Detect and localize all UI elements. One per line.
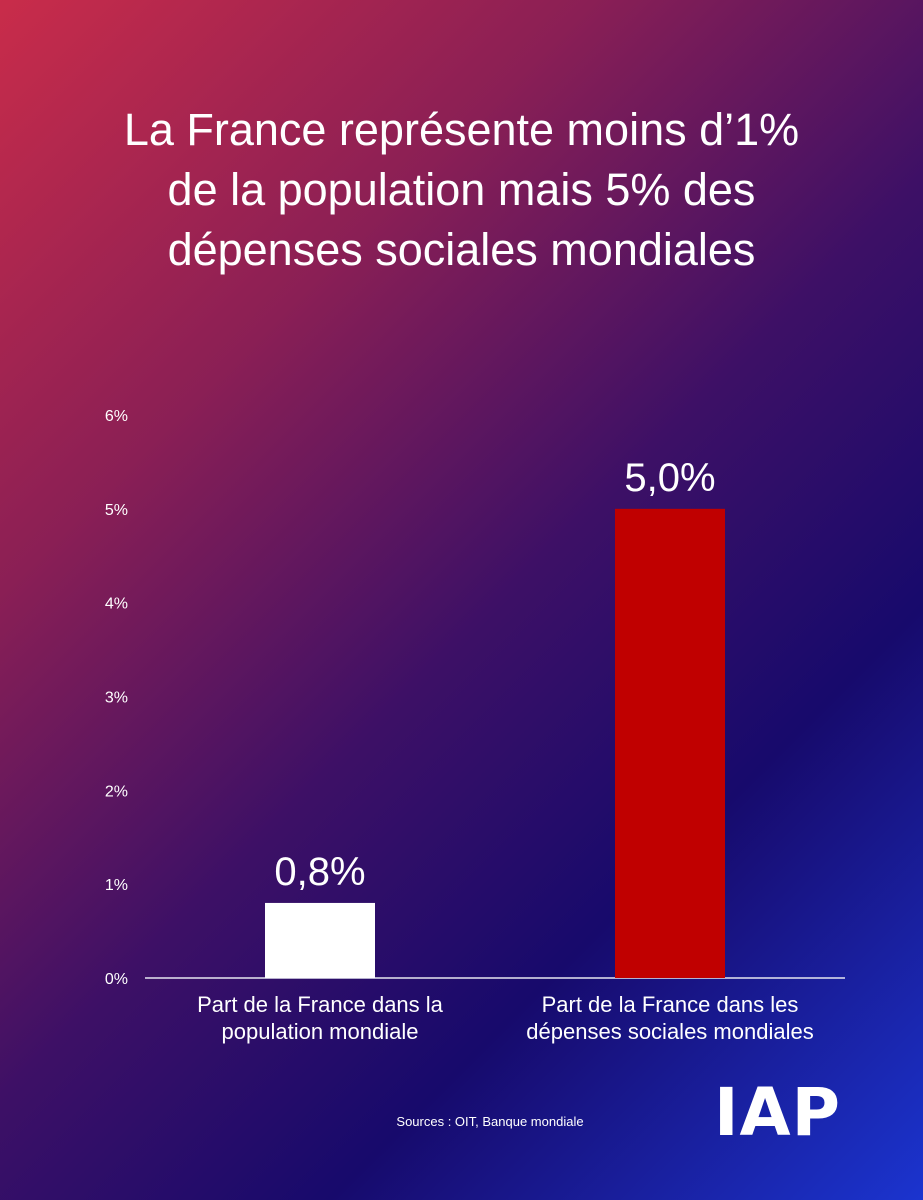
y-tick-label: 4%	[105, 596, 128, 613]
bar-chart: 0% 1% 2% 3% 4% 5% 6% 0,8% Part de la France dans…	[105, 408, 845, 1044]
source-note: Sources : OIT, Banque mondiale	[396, 1114, 584, 1129]
title-line-3: dépenses sociales mondiales	[167, 224, 756, 275]
y-tick-label: 0%	[105, 971, 128, 988]
y-tick-label: 1%	[105, 877, 128, 894]
category-label: Part de la France dans les	[542, 992, 799, 1017]
y-tick-label: 2%	[105, 783, 128, 800]
category-label: Part de la France dans la	[197, 992, 444, 1017]
bar	[615, 508, 725, 978]
bar	[265, 902, 375, 978]
chart-title: La France représente moins d’1% de la po…	[40, 100, 883, 280]
y-tick-label: 6%	[105, 408, 128, 425]
category-label: dépenses sociales mondiales	[526, 1019, 813, 1044]
category-label: population mondiale	[222, 1019, 419, 1044]
data-label: 0,8%	[274, 850, 365, 894]
y-tick-label: 5%	[105, 502, 128, 519]
y-tick-label: 3%	[105, 690, 128, 707]
iap-logo: IAP	[714, 1074, 842, 1151]
title-line-1: La France représente moins d’1%	[123, 104, 800, 155]
data-label: 5,0%	[624, 456, 715, 500]
title-line-2: de la population mais 5% des	[167, 164, 756, 215]
